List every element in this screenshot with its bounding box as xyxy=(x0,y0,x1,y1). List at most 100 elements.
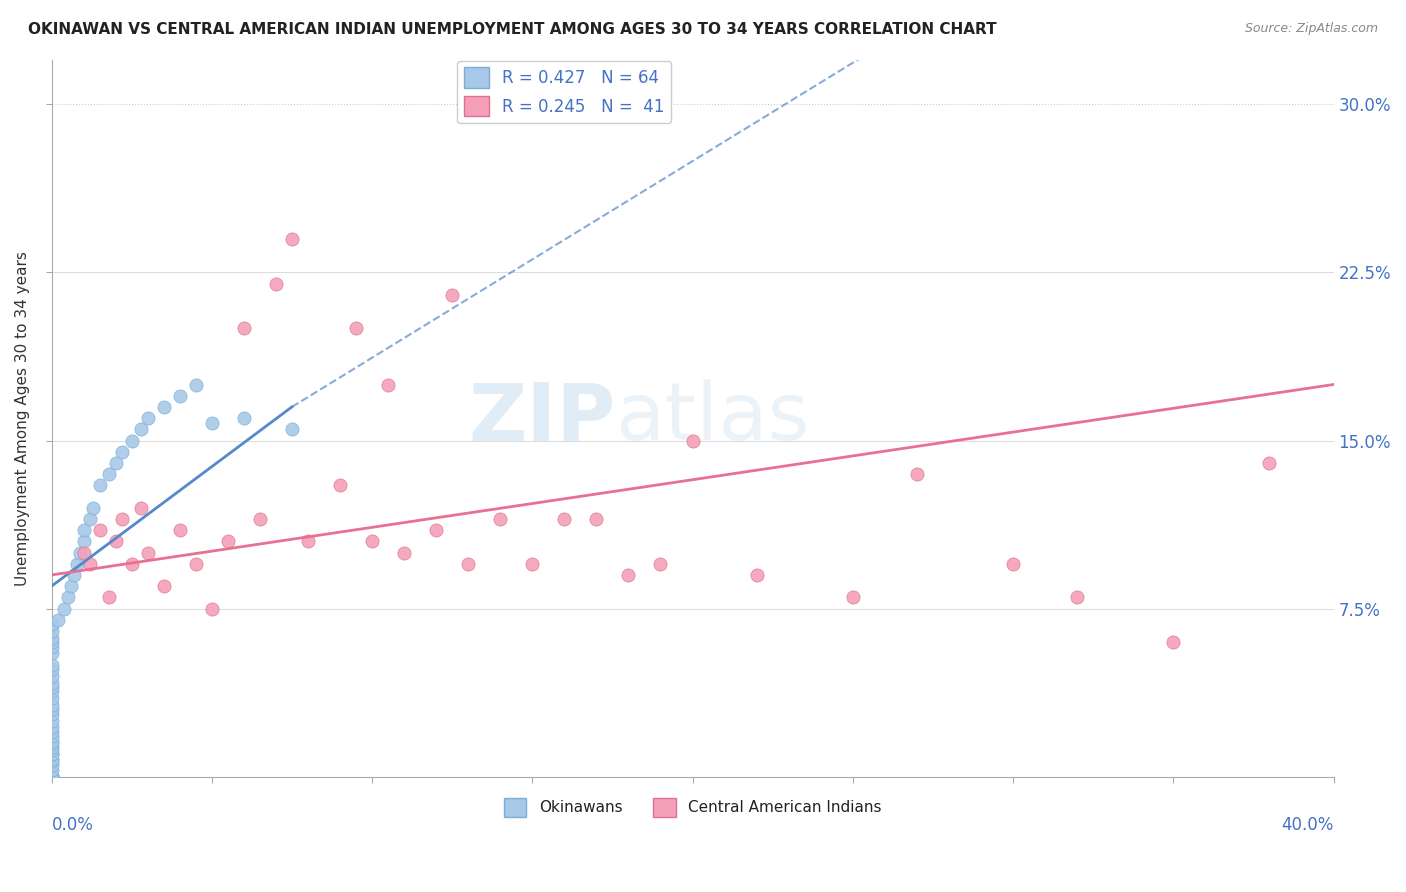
Point xyxy=(297,534,319,549)
Point xyxy=(98,591,121,605)
Point xyxy=(489,512,512,526)
Point xyxy=(69,545,91,559)
Point xyxy=(41,691,63,706)
Point xyxy=(392,545,415,559)
Point xyxy=(1001,557,1024,571)
Point xyxy=(745,568,768,582)
Point xyxy=(41,754,63,768)
Point xyxy=(184,557,207,571)
Point xyxy=(72,534,94,549)
Point xyxy=(56,591,79,605)
Point xyxy=(89,478,111,492)
Point xyxy=(41,714,63,728)
Point xyxy=(136,411,159,425)
Point xyxy=(41,770,63,784)
Point xyxy=(217,534,239,549)
Point xyxy=(121,434,143,448)
Point xyxy=(41,770,63,784)
Point xyxy=(63,568,86,582)
Point xyxy=(41,763,63,777)
Point xyxy=(41,770,63,784)
Point xyxy=(41,684,63,698)
Point xyxy=(98,467,121,482)
Point xyxy=(41,706,63,721)
Point xyxy=(264,277,287,291)
Point xyxy=(1258,456,1281,470)
Text: 40.0%: 40.0% xyxy=(1281,816,1333,834)
Y-axis label: Unemployment Among Ages 30 to 34 years: Unemployment Among Ages 30 to 34 years xyxy=(15,251,30,585)
Point xyxy=(41,747,63,762)
Point xyxy=(79,512,101,526)
Point xyxy=(41,675,63,690)
Point xyxy=(682,434,704,448)
Point xyxy=(169,389,191,403)
Point xyxy=(136,545,159,559)
Point xyxy=(201,601,224,615)
Point xyxy=(72,545,94,559)
Point xyxy=(41,729,63,743)
Point xyxy=(41,747,63,762)
Point xyxy=(553,512,575,526)
Point xyxy=(441,288,464,302)
Point xyxy=(41,752,63,766)
Point xyxy=(104,456,127,470)
Point xyxy=(169,523,191,537)
Point xyxy=(585,512,607,526)
Point xyxy=(111,512,134,526)
Point xyxy=(41,702,63,716)
Point xyxy=(41,743,63,757)
Point xyxy=(232,321,254,335)
Point xyxy=(41,624,63,638)
Point xyxy=(41,770,63,784)
Point xyxy=(41,758,63,772)
Point xyxy=(79,557,101,571)
Point xyxy=(41,662,63,676)
Text: ZIP: ZIP xyxy=(468,379,616,457)
Point xyxy=(425,523,447,537)
Point xyxy=(457,557,479,571)
Point xyxy=(617,568,640,582)
Point xyxy=(344,321,367,335)
Point xyxy=(1066,591,1088,605)
Point xyxy=(89,523,111,537)
Legend: Okinawans, Central American Indians: Okinawans, Central American Indians xyxy=(498,792,887,822)
Point xyxy=(82,500,104,515)
Point xyxy=(41,720,63,734)
Point xyxy=(41,669,63,683)
Point xyxy=(377,377,399,392)
Point xyxy=(129,500,152,515)
Point xyxy=(41,733,63,747)
Point xyxy=(53,601,76,615)
Point xyxy=(41,698,63,712)
Point xyxy=(46,613,69,627)
Text: atlas: atlas xyxy=(616,379,810,457)
Point xyxy=(59,579,82,593)
Point xyxy=(905,467,928,482)
Point xyxy=(41,736,63,750)
Point xyxy=(201,416,224,430)
Text: OKINAWAN VS CENTRAL AMERICAN INDIAN UNEMPLOYMENT AMONG AGES 30 TO 34 YEARS CORRE: OKINAWAN VS CENTRAL AMERICAN INDIAN UNEM… xyxy=(28,22,997,37)
Point xyxy=(41,724,63,739)
Point xyxy=(66,557,89,571)
Point xyxy=(232,411,254,425)
Point xyxy=(41,617,63,632)
Point xyxy=(41,770,63,784)
Point xyxy=(522,557,544,571)
Point xyxy=(41,770,63,784)
Point xyxy=(842,591,865,605)
Point xyxy=(152,400,174,414)
Point xyxy=(41,770,63,784)
Point xyxy=(41,770,63,784)
Point xyxy=(41,770,63,784)
Point xyxy=(281,422,304,436)
Point xyxy=(184,377,207,392)
Point xyxy=(111,444,134,458)
Point xyxy=(72,523,94,537)
Text: Source: ZipAtlas.com: Source: ZipAtlas.com xyxy=(1244,22,1378,36)
Point xyxy=(121,557,143,571)
Point xyxy=(41,770,63,784)
Point xyxy=(249,512,271,526)
Point xyxy=(361,534,384,549)
Point xyxy=(41,640,63,654)
Point xyxy=(104,534,127,549)
